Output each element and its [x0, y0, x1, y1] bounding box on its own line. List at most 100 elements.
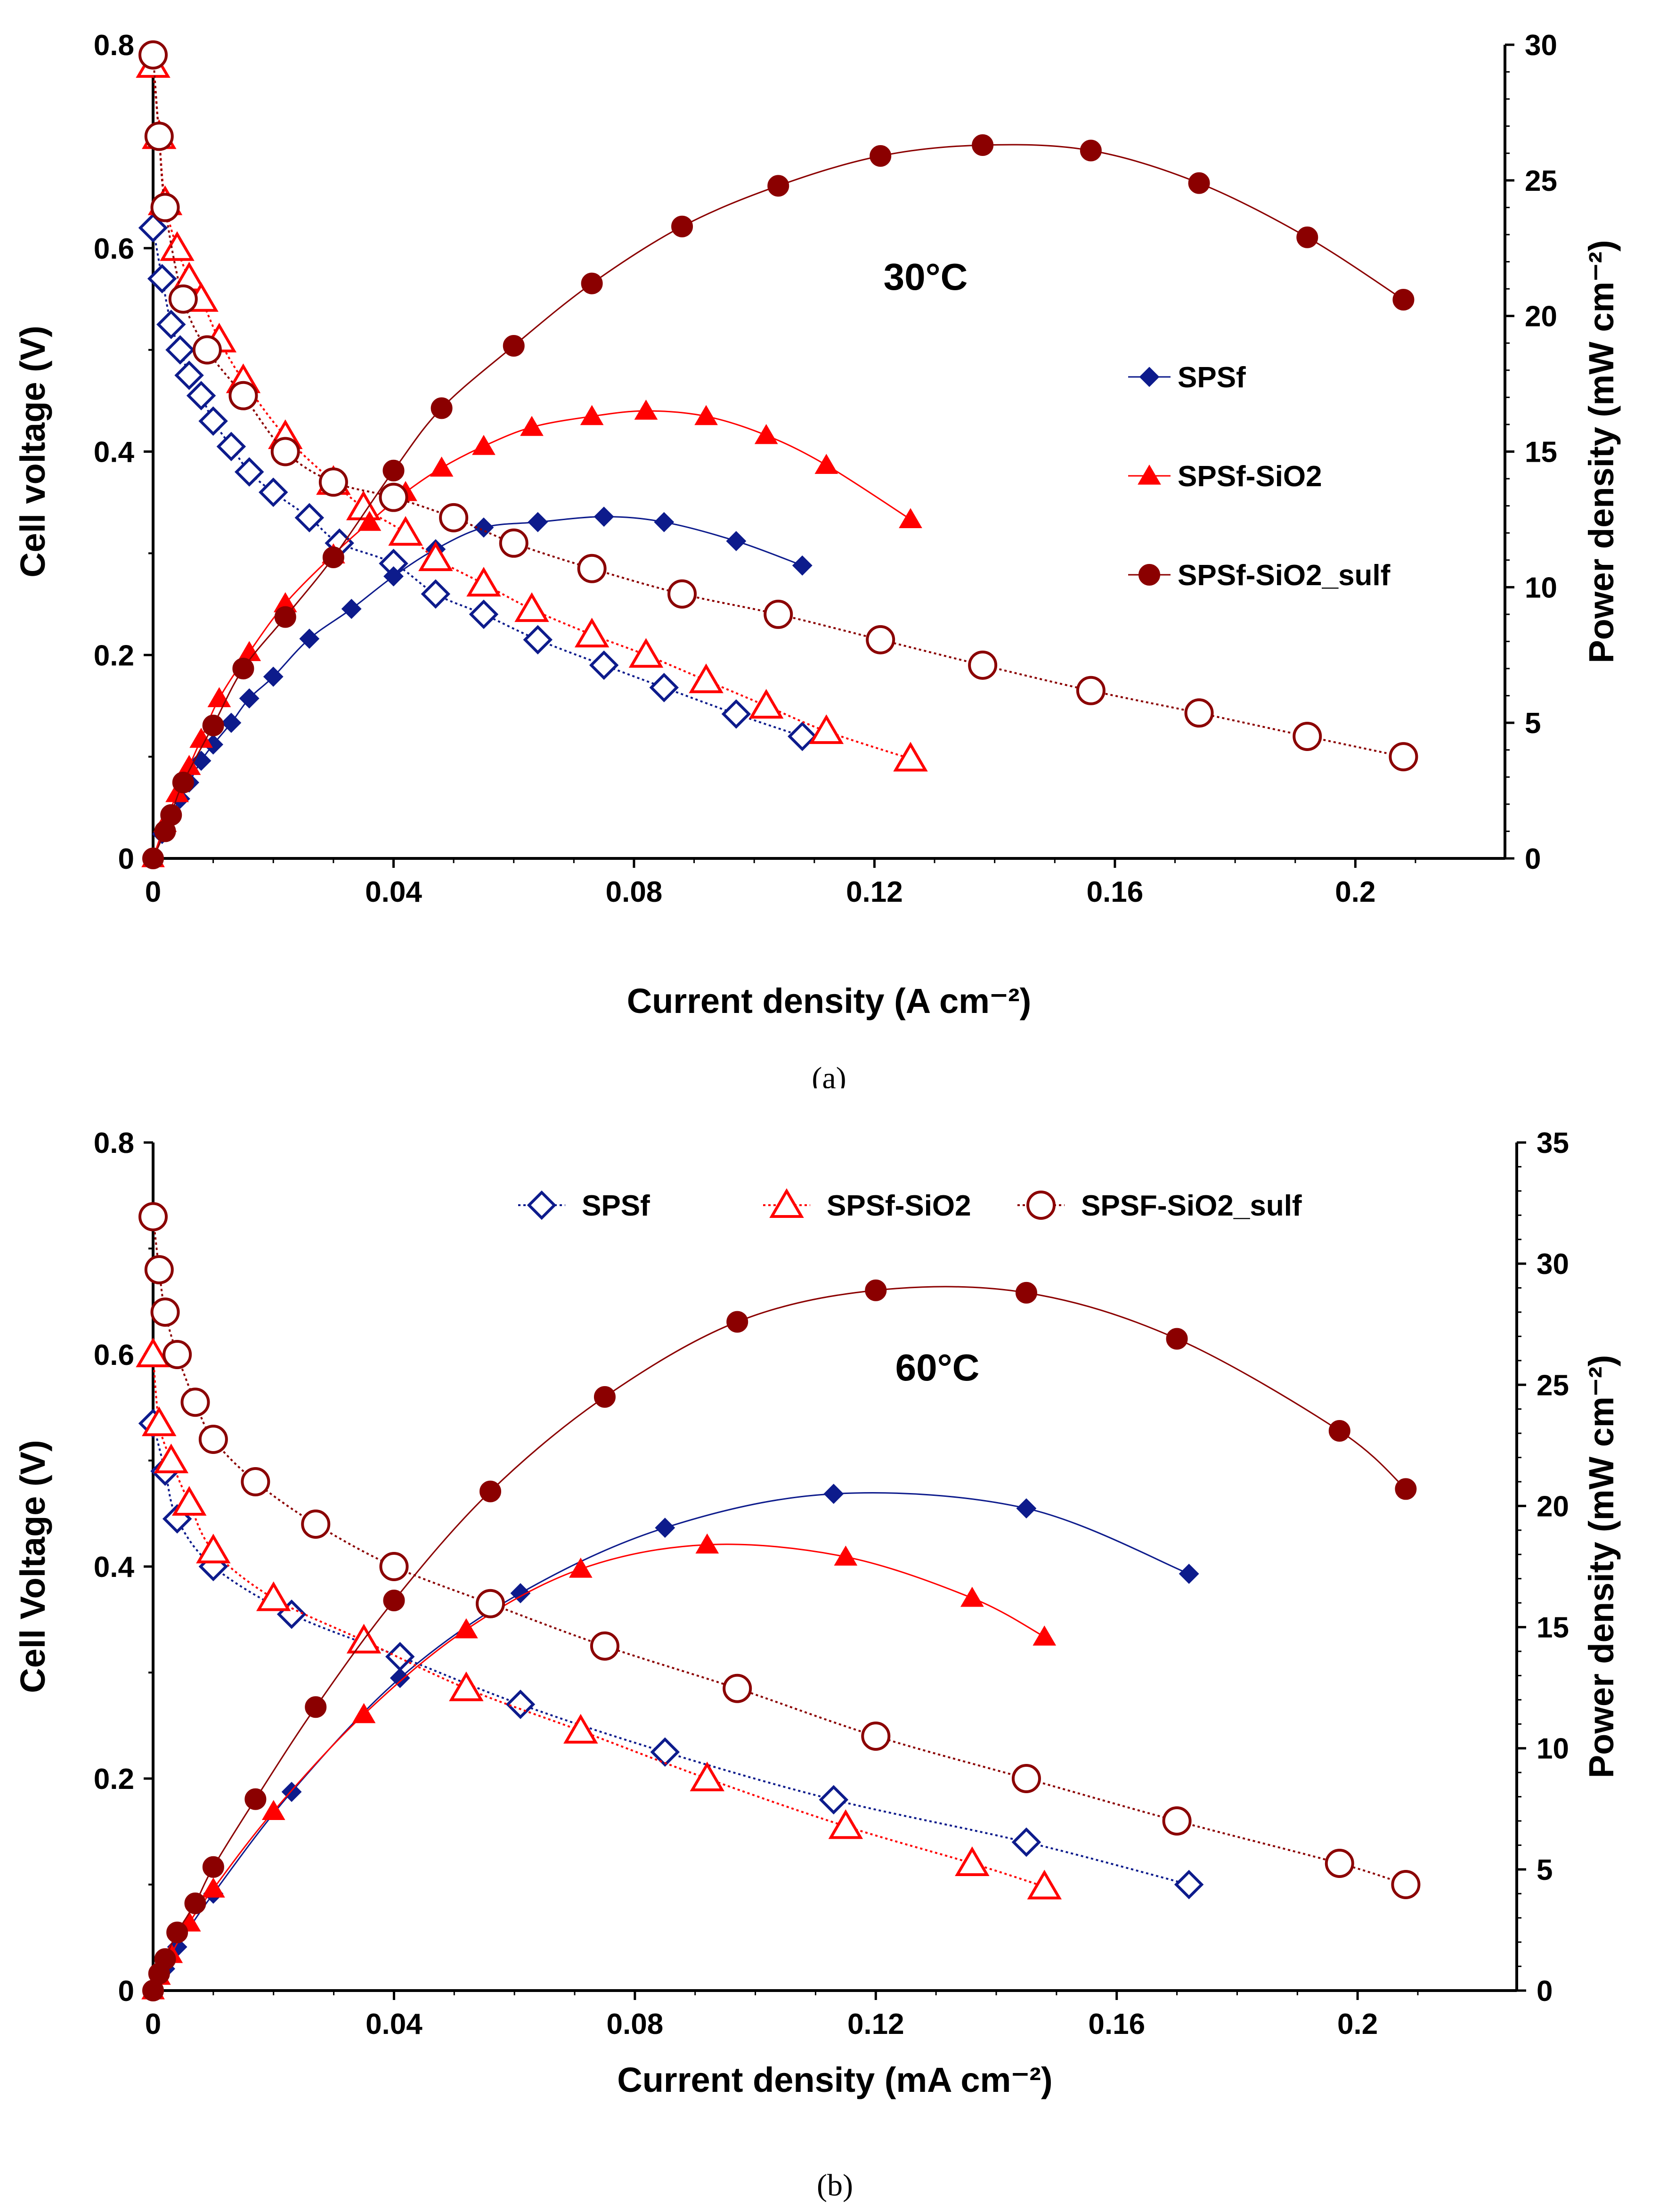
power-point: [972, 134, 994, 156]
legend-label: SPSf: [1178, 361, 1246, 394]
power-point: [341, 598, 362, 619]
power-point: [382, 459, 405, 482]
y-right-tick-label: 25: [1525, 165, 1557, 197]
voltage-point: [186, 381, 216, 411]
power-point: [834, 1545, 858, 1566]
y-right-axis-title: Power density (mW cm⁻²): [1582, 240, 1621, 663]
x-tick-label: 0.04: [365, 876, 422, 908]
x-tick-label: 0: [145, 876, 161, 908]
power-point: [184, 1892, 206, 1914]
y-right-tick-label: 30: [1525, 29, 1557, 62]
power-point: [358, 511, 382, 531]
x-axis-title: Current density (mA cm⁻²): [617, 2060, 1052, 2099]
legend-marker: [769, 1188, 804, 1218]
power-point: [263, 666, 284, 687]
chart-b: 0 0.2 0.4 0.6 0.8 0 5 10 15 20 25 30 35 0 0.04 0.08 0.12…: [13, 1127, 1621, 2203]
voltage-point: [1027, 1869, 1062, 1900]
voltage-point: [234, 457, 264, 487]
voltage-point: [893, 742, 928, 772]
voltage-point: [198, 406, 228, 436]
y-right-tick-label: 5: [1537, 1854, 1553, 1886]
legend-label: SPSf-SiO2_sulf: [1178, 559, 1391, 592]
voltage-point: [667, 579, 697, 609]
y-left-tick-label: 0.8: [94, 29, 134, 62]
power-point: [694, 405, 718, 425]
voltage-point: [505, 1690, 536, 1719]
voltage-point: [144, 122, 174, 151]
voltage-point: [168, 284, 198, 314]
power-curve-line: [152, 144, 1404, 859]
voltage-curve-line: [152, 1216, 1407, 1886]
power-point: [594, 1386, 616, 1408]
voltage-point: [256, 1581, 291, 1611]
power-point: [594, 506, 614, 527]
voltage-point: [764, 599, 793, 629]
voltage-point: [828, 1809, 863, 1839]
voltage-point: [563, 1714, 598, 1744]
voltage-point: [379, 1552, 409, 1581]
power-curve-line: [152, 1492, 1189, 1991]
legend-item: SPSf: [518, 1190, 650, 1222]
y-right-tick-label: 20: [1537, 1490, 1569, 1523]
power-point: [1392, 289, 1415, 311]
voltage-point: [150, 193, 180, 222]
power-point: [202, 1856, 224, 1878]
power-point: [510, 1583, 531, 1603]
power-point: [899, 508, 922, 529]
y-right-tick-label: 15: [1525, 436, 1557, 469]
power-point: [166, 1921, 188, 1943]
voltage-point: [174, 360, 204, 390]
power-point: [244, 1788, 267, 1810]
y-left-axis-title: Cell voltage (V): [13, 326, 52, 578]
y-right-tick-label: 35: [1537, 1127, 1569, 1159]
voltage-point: [379, 482, 408, 512]
voltage-point: [171, 1486, 207, 1516]
power-point: [1016, 1498, 1037, 1518]
power-point: [655, 1518, 675, 1538]
power-point: [528, 512, 548, 532]
power-curve-line: [152, 1286, 1407, 1991]
power-point: [261, 1800, 285, 1820]
power-point: [202, 714, 224, 736]
x-tick-label: 0: [145, 2008, 161, 2041]
x-tick-label: 0.16: [1088, 2008, 1145, 2041]
series-SPSf-SiO2: [136, 1338, 1062, 2000]
voltage-point: [466, 567, 501, 597]
voltage-point: [514, 592, 549, 622]
legend-label: SPSf-SiO2: [1178, 460, 1322, 493]
y-right-tick-label: 25: [1537, 1369, 1569, 1402]
voltage-point: [228, 381, 258, 410]
voltage-point: [723, 1673, 752, 1703]
voltage-point: [270, 437, 300, 466]
voltage-point: [154, 1444, 189, 1473]
voltage-point: [1174, 1869, 1204, 1900]
voltage-point: [861, 1722, 891, 1751]
legend-item: SPSf: [1128, 361, 1246, 394]
voltage-point: [1184, 698, 1214, 728]
voltage-point: [690, 1762, 725, 1791]
x-tick-label: 0.04: [366, 2008, 423, 2041]
series-SPSF-SiO2_sulf: [138, 1202, 1421, 2001]
power-point: [305, 1696, 327, 1718]
axes: 0 0.2 0.4 0.6 0.8 0 5 10 15 20 25 30 0 0.04 0.08 0.12 0.…: [94, 29, 1557, 908]
voltage-point: [689, 663, 724, 694]
series-SPSf: [138, 1409, 1204, 2001]
y-right-tick-label: 30: [1537, 1248, 1569, 1281]
voltage-point: [150, 1298, 180, 1327]
y-right-tick-label: 15: [1537, 1612, 1569, 1644]
power-point: [299, 629, 320, 649]
power-point: [1166, 1328, 1188, 1350]
x-tick-label: 0.2: [1335, 876, 1375, 908]
legend-marker: [1138, 465, 1161, 485]
power-point: [960, 1586, 984, 1607]
voltage-point: [388, 516, 423, 546]
y-left-tick-label: 0.4: [94, 1551, 135, 1583]
axes: 0 0.2 0.4 0.6 0.8 0 5 10 15 20 25 30 35 0 0.04 0.08 0.12…: [94, 1127, 1569, 2041]
power-point: [172, 771, 194, 793]
power-point: [352, 1703, 376, 1723]
voltage-point: [819, 1785, 849, 1815]
voltage-point: [147, 264, 177, 294]
y-left-tick-label: 0.2: [94, 639, 134, 672]
voltage-point: [955, 1846, 990, 1876]
voltage-point: [499, 528, 529, 558]
